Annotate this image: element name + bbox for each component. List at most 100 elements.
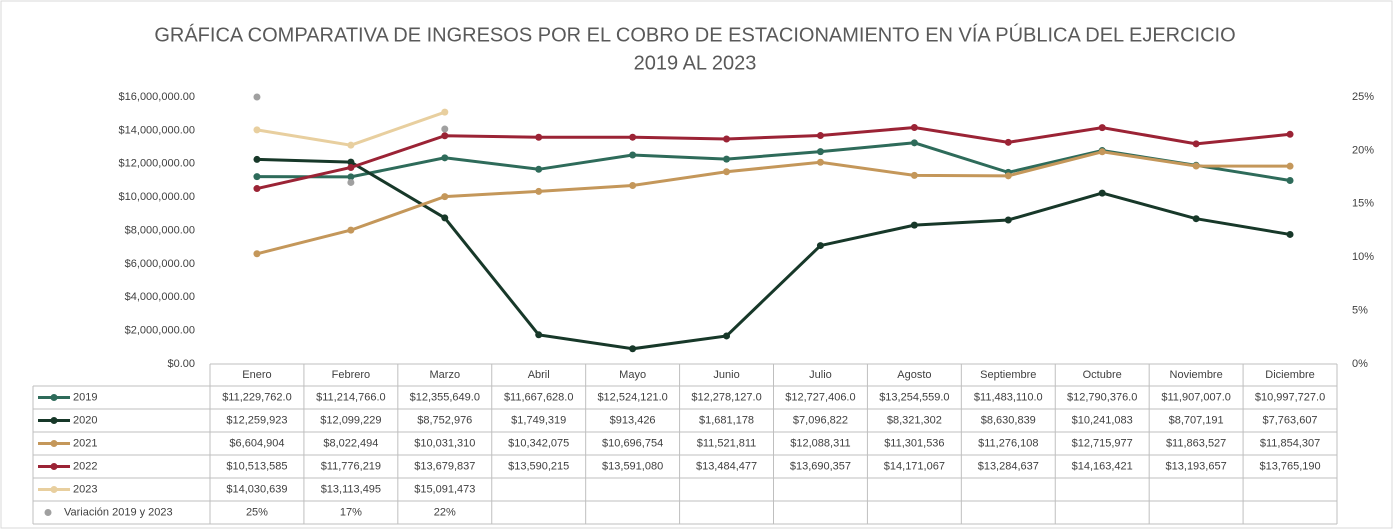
table-cell: 17% — [340, 506, 362, 518]
data-point — [910, 221, 918, 229]
table-cell: $8,630,839 — [981, 414, 1036, 426]
table-cell: $7,763,607 — [1263, 414, 1318, 426]
y2-tick-label: 0% — [1352, 358, 1368, 370]
data-point — [629, 345, 637, 353]
data-point — [723, 168, 731, 176]
legend-key — [50, 417, 58, 424]
legend-key — [50, 486, 58, 493]
data-point — [441, 125, 449, 133]
data-point — [910, 139, 918, 147]
data-point — [253, 155, 261, 163]
data-point — [816, 242, 824, 250]
table-cell: $13,679,837 — [414, 460, 475, 472]
legend-key — [50, 394, 58, 401]
series-line — [256, 126, 1291, 191]
y2-tick-label: 10% — [1352, 251, 1374, 263]
data-point — [535, 133, 543, 141]
data-point — [816, 148, 824, 156]
y-tick-label: $4,000,000.00 — [125, 291, 195, 303]
table-cell: $12,099,229 — [320, 414, 381, 426]
data-point — [723, 332, 731, 340]
data-point — [1098, 124, 1106, 132]
table-cell: $13,193,657 — [1166, 460, 1227, 472]
table-cell: $11,907,007.0 — [1161, 391, 1231, 403]
legend-label: 2022 — [73, 460, 97, 472]
table-cell: $12,355,649.0 — [410, 391, 480, 403]
table-cell: $10,696,754 — [602, 437, 663, 449]
table-cell: $11,776,219 — [321, 460, 381, 472]
data-point — [535, 187, 543, 195]
table-cell: $11,483,110.0 — [974, 391, 1043, 403]
y2-tick-label: 20% — [1352, 144, 1374, 156]
table-cell: $14,171,067 — [884, 460, 945, 472]
table-cell: $12,524,121.0 — [597, 391, 667, 403]
y-tick-label: $16,000,000.00 — [119, 91, 195, 103]
data-point — [253, 250, 261, 258]
table-cell: $11,229,762.0 — [222, 391, 292, 403]
data-point — [253, 126, 261, 134]
table-cell: $913,426 — [610, 414, 656, 426]
table-cell: $14,030,639 — [226, 483, 287, 495]
data-point — [441, 214, 449, 222]
table-cell: $13,690,357 — [790, 460, 851, 472]
data-point — [816, 158, 824, 166]
table-cell: $13,254,559.0 — [879, 391, 949, 403]
table-cell: $13,765,190 — [1259, 460, 1320, 472]
data-point — [629, 133, 637, 141]
x-tick-label: Febrero — [332, 369, 371, 381]
table-cell: $15,091,473 — [414, 483, 475, 495]
x-tick-label: Diciembre — [1265, 369, 1315, 381]
table-cell: 25% — [246, 506, 268, 518]
table-cell: $12,088,311 — [790, 437, 850, 449]
data-point — [441, 154, 449, 162]
x-tick-label: Junio — [713, 369, 739, 381]
data-point — [1286, 176, 1294, 184]
data-point — [1004, 216, 1012, 224]
data-point — [1192, 215, 1200, 223]
data-point — [629, 181, 637, 189]
data-point — [441, 108, 449, 116]
legend-label: 2020 — [73, 414, 97, 426]
data-point — [441, 193, 449, 201]
data-point — [1286, 230, 1294, 238]
y-tick-label: $12,000,000.00 — [119, 158, 195, 170]
x-tick-label: Marzo — [430, 369, 461, 381]
data-point — [347, 163, 355, 171]
table-cell: $12,727,406.0 — [785, 391, 855, 403]
table-cell: $10,031,310 — [414, 437, 475, 449]
data-point — [1098, 189, 1106, 197]
y2-tick-label: 25% — [1352, 91, 1374, 103]
table-cell: $10,997,727.0 — [1255, 391, 1325, 403]
table-cell: $8,752,976 — [417, 414, 472, 426]
table-cell: $11,301,536 — [884, 437, 944, 449]
chart-title: 2019 AL 2023 — [634, 52, 757, 74]
legend-label: 2021 — [73, 437, 97, 449]
table-cell: $1,681,178 — [699, 414, 754, 426]
data-point — [253, 185, 261, 193]
table-cell: $12,790,376.0 — [1067, 391, 1137, 403]
x-tick-label: Octubre — [1083, 369, 1122, 381]
data-point — [347, 141, 355, 149]
table-cell: $13,113,495 — [321, 483, 381, 495]
table-cell: $10,513,585 — [226, 460, 287, 472]
table-cell: 22% — [434, 506, 456, 518]
table-cell: $8,321,302 — [887, 414, 942, 426]
y-tick-label: $6,000,000.00 — [125, 258, 195, 270]
data-point — [1286, 130, 1294, 138]
data-point — [1004, 138, 1012, 146]
table-cell: $13,590,215 — [508, 460, 569, 472]
data-point — [347, 173, 355, 181]
series-line — [256, 150, 1291, 256]
data-point — [723, 155, 731, 163]
data-point — [629, 151, 637, 159]
table-cell: $11,214,766.0 — [316, 391, 386, 403]
table-cell: $6,604,904 — [229, 437, 284, 449]
data-point — [253, 93, 261, 101]
table-cell: $10,342,075 — [508, 437, 569, 449]
table-cell: $13,484,477 — [696, 460, 757, 472]
y-tick-label: $14,000,000.00 — [119, 124, 195, 136]
table-cell: $10,241,083 — [1072, 414, 1133, 426]
table-cell: $7,096,822 — [793, 414, 848, 426]
x-tick-label: Abril — [528, 369, 550, 381]
